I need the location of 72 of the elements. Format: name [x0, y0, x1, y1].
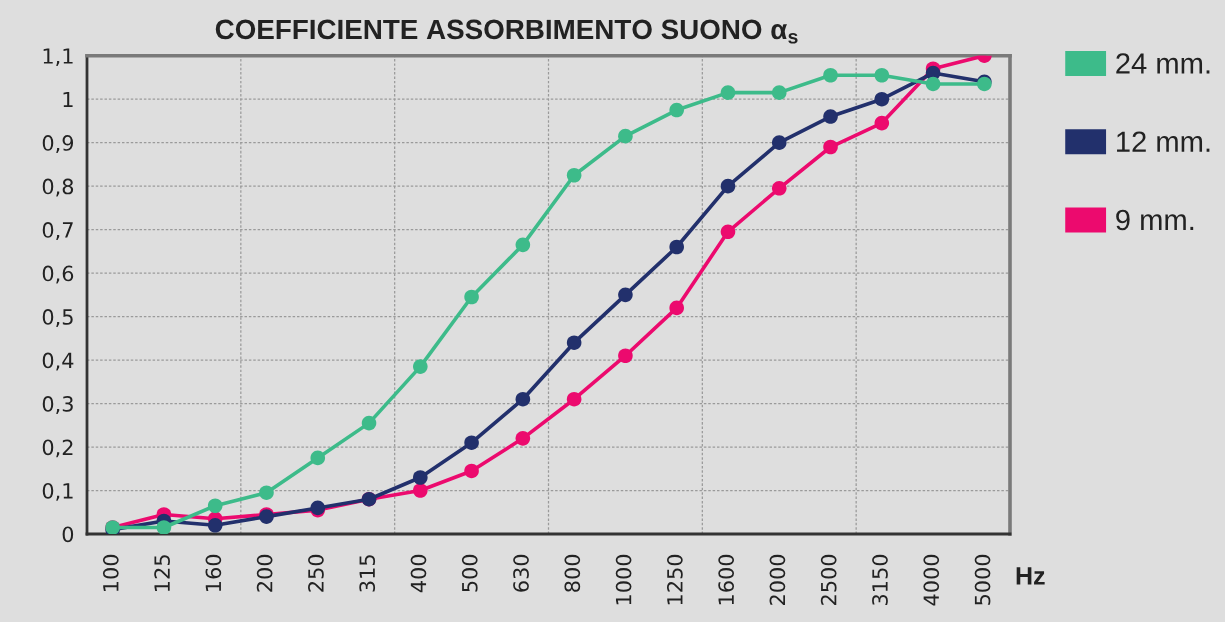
y-tick-label: 0,6 [42, 265, 74, 284]
x-tick-label: 250 [308, 554, 324, 592]
y-tick-label: 0,3 [42, 396, 73, 414]
point [925, 76, 941, 92]
y-tick-label: 0,1 [42, 482, 73, 501]
y-tick-label: 0,9 [42, 135, 74, 153]
x-tick-label: 1250 [666, 554, 683, 605]
x-axis-title: Hz [1016, 567, 1045, 585]
point [874, 67, 890, 83]
point [669, 102, 684, 118]
point [618, 348, 633, 364]
point [207, 518, 223, 533]
point [464, 463, 479, 479]
x-tick-label: 160 [205, 554, 222, 591]
y-tick-label: 0,8 [42, 178, 74, 197]
x-tick-label: 200 [256, 554, 273, 592]
point [464, 289, 479, 305]
point [515, 237, 531, 253]
y-tick-label: 0,4 [42, 352, 74, 371]
point [823, 139, 838, 155]
point [720, 178, 736, 194]
x-tick-label: 500 [461, 554, 478, 592]
point [874, 115, 890, 131]
x-tick-label: 1000 [615, 554, 632, 605]
point [771, 181, 787, 196]
chart-title: COEFFICIENTE ASSORBIMENTO SUONO α$_{s}$ [215, 19, 798, 44]
point [566, 391, 582, 407]
point [413, 483, 428, 498]
x-tick-label: 630 [513, 554, 529, 592]
point [771, 85, 787, 100]
point [618, 287, 633, 303]
x-tick-label: 125 [154, 555, 170, 591]
point [413, 470, 428, 485]
legend-label: 9 mm. [1116, 209, 1194, 231]
x-tick-label: 3150 [872, 554, 888, 605]
legend-label: 12 mm. [1117, 131, 1210, 152]
y-tick-label: 0,7 [42, 222, 73, 240]
point [874, 91, 890, 107]
x-tick-label: 100 [102, 554, 119, 591]
point [771, 135, 787, 150]
point [566, 335, 582, 350]
point [361, 415, 377, 431]
point [464, 435, 479, 450]
point [823, 109, 838, 124]
point [156, 520, 172, 534]
point [515, 391, 531, 407]
x-tick-label: 1600 [718, 554, 735, 605]
x-tick-label: 5000 [974, 554, 991, 605]
x-tick-label: 800 [564, 554, 581, 592]
y-tick-label: 0,5 [42, 309, 73, 327]
point [720, 224, 736, 240]
point [720, 85, 736, 100]
point [413, 359, 428, 374]
x-tick-label: 2000 [769, 554, 786, 605]
x-tick-label: 2500 [820, 554, 837, 605]
point [669, 300, 684, 316]
point [669, 239, 684, 255]
legend-label: 24 mm. [1116, 53, 1210, 74]
y-tick-label: 0,2 [42, 439, 73, 458]
y-tick-label: 1,1 [43, 48, 73, 67]
y-tick-label: 1 [63, 91, 73, 108]
point [618, 128, 633, 144]
x-tick-label: 400 [410, 554, 427, 593]
x-tick-label: 315 [359, 555, 376, 592]
point [566, 167, 582, 183]
point [515, 431, 531, 446]
point [823, 67, 838, 83]
x-tick-label: 4000 [923, 554, 940, 606]
point [259, 485, 274, 500]
y-tick-label: 0 [62, 526, 74, 543]
point [207, 498, 223, 514]
point [310, 450, 326, 466]
